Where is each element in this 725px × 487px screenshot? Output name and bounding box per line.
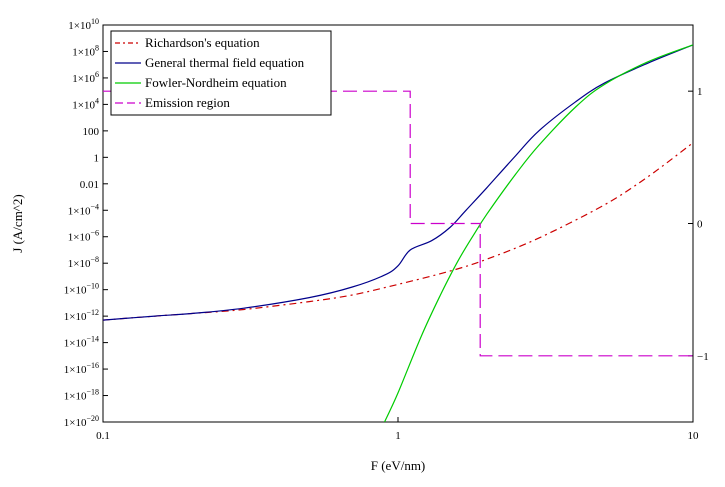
y-tick-label: 1×108	[72, 43, 99, 58]
series-line-emission-region	[103, 90, 693, 357]
y-tick-label: 1×1010	[68, 17, 99, 32]
y-tick-label: 1×10−10	[64, 282, 99, 297]
y-tick-label: 1×10−12	[64, 308, 99, 323]
y-tick-label: 0.01	[80, 179, 99, 191]
x-tick-label: 1	[395, 430, 401, 442]
y-tick-label: 1×10−16	[64, 361, 99, 376]
y-tick-label: 1	[94, 152, 100, 164]
y-tick-label: 1×10−18	[64, 388, 99, 403]
x-axis-title: F (eV/nm)	[371, 458, 426, 473]
legend-label: General thermal field equation	[145, 55, 305, 70]
series-line-fowler-nordheim-equation	[383, 44, 693, 422]
y-tick-label: 1×10−6	[68, 229, 99, 244]
y-tick-label: 1×106	[72, 70, 99, 85]
y-tick-label: 1×10−8	[68, 255, 99, 270]
legend-label: Emission region	[145, 95, 230, 110]
y-tick-label: 1×104	[72, 96, 99, 111]
series-line-general-thermal-field-equation	[103, 44, 693, 321]
x-tick-label: 0.1	[96, 430, 110, 442]
legend-label: Richardson's equation	[145, 35, 260, 50]
y-tick-label: 1×10−4	[68, 202, 99, 217]
series-line-richardson-s-equation	[103, 142, 693, 321]
y-tick-label: 100	[83, 126, 100, 138]
y2-tick-label: 1	[697, 86, 703, 98]
legend-label: Fowler-Nordheim equation	[145, 75, 287, 90]
y-tick-label: 1×10−14	[64, 335, 99, 350]
x-tick-label: 10	[688, 430, 700, 442]
y-tick-label: 1×10−20	[64, 414, 99, 429]
legend-box	[110, 30, 332, 116]
y-axis-title: J (A/cm^2)	[10, 194, 25, 252]
y2-tick-label: −1	[697, 351, 709, 363]
y2-tick-label: 0	[697, 219, 703, 231]
